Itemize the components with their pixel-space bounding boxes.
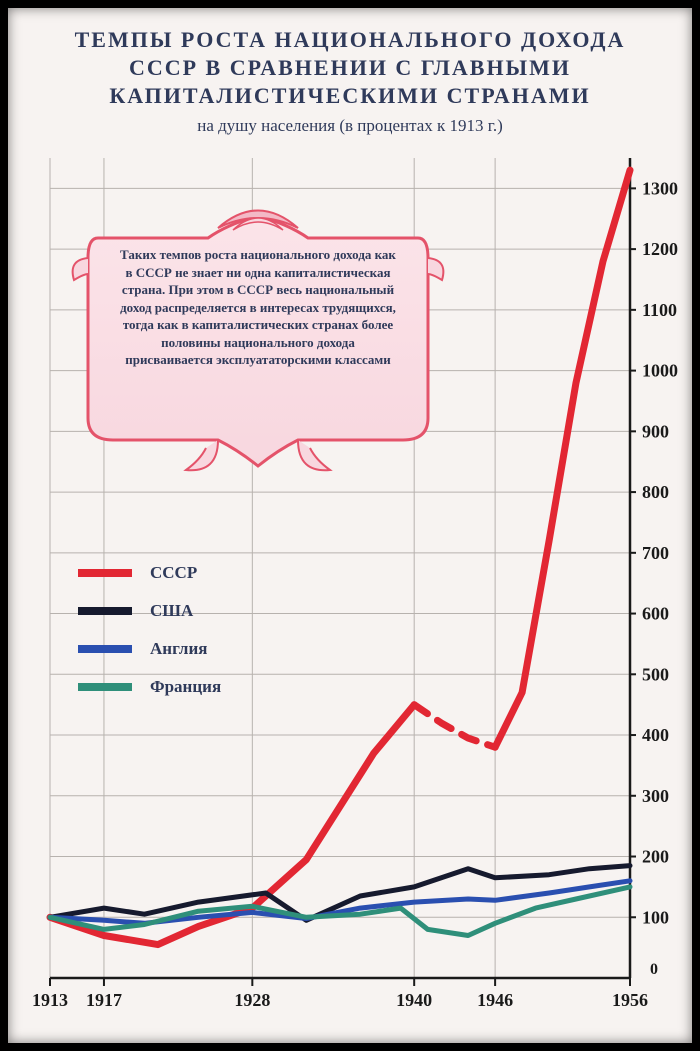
legend-swatch — [78, 645, 132, 653]
x-tick-label: 1946 — [477, 990, 513, 1010]
y-tick-label: 1300 — [642, 178, 678, 198]
legend-label: США — [150, 601, 193, 621]
series-line — [495, 170, 630, 747]
x-tick-label: 1928 — [234, 990, 270, 1010]
x-tick-label: 1956 — [612, 990, 648, 1010]
y-tick-label: 600 — [642, 604, 669, 624]
y-tick-label: 800 — [642, 482, 669, 502]
y-tick-label: 700 — [642, 543, 669, 563]
legend-swatch — [78, 683, 132, 691]
x-tick-label: 1913 — [32, 990, 68, 1010]
y-tick-label: 400 — [642, 725, 669, 745]
y-tick-label: 900 — [642, 421, 669, 441]
y-tick-label: 500 — [642, 664, 669, 684]
y-tick-label: 1100 — [642, 300, 677, 320]
y-tick-label: 100 — [642, 907, 669, 927]
chart-canvas: 100 200 300 400 500 600 700 800 900 1000 1100 1200 1… — [8, 8, 692, 1043]
legend-label: СССР — [150, 563, 197, 583]
cartouche-text: Таких темпов роста национального дохода … — [116, 246, 400, 369]
y-tick-label: 200 — [642, 847, 669, 867]
x-tick-label: 1917 — [86, 990, 122, 1010]
legend-item: Франция — [78, 677, 338, 697]
legend: СССР США Англия Франция — [78, 563, 338, 715]
legend-label: Франция — [150, 677, 221, 697]
legend-swatch — [78, 607, 132, 615]
legend-swatch — [78, 569, 132, 577]
y-tick-label: 300 — [642, 786, 669, 806]
legend-label: Англия — [150, 639, 207, 659]
y-tick-label: 1200 — [642, 239, 678, 259]
cartouche: Таких темпов роста национального дохода … — [68, 188, 448, 498]
legend-item: Англия — [78, 639, 338, 659]
y-tick-label: 1000 — [642, 361, 678, 381]
series-line — [414, 705, 495, 748]
y-zero-label: 0 — [650, 961, 658, 978]
legend-item: СССР — [78, 563, 338, 583]
x-tick-label: 1940 — [396, 990, 432, 1010]
legend-item: США — [78, 601, 338, 621]
